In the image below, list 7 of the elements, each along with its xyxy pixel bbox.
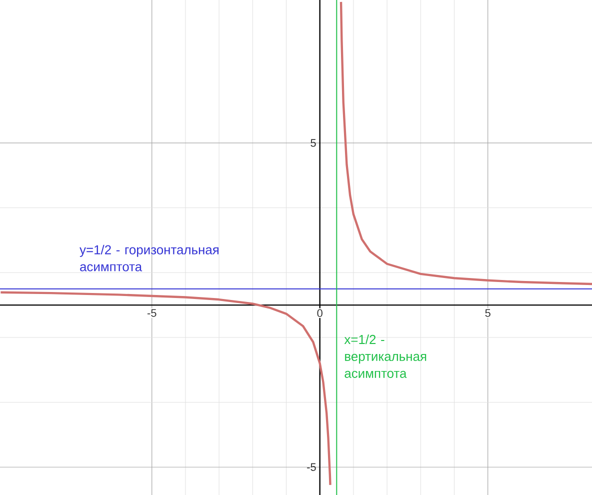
- x-tick-label: -5: [147, 309, 156, 317]
- ref-line-label: y=1/2 - горизонтальная асимптота: [80, 244, 218, 272]
- x-tick-label: 0: [317, 309, 322, 317]
- line-series: [0, 291, 332, 486]
- ref-line-label: x=1/2 - вертикальная асимптота: [344, 334, 426, 378]
- x-tick-label: 5: [485, 309, 490, 317]
- line-series: [340, 0, 592, 286]
